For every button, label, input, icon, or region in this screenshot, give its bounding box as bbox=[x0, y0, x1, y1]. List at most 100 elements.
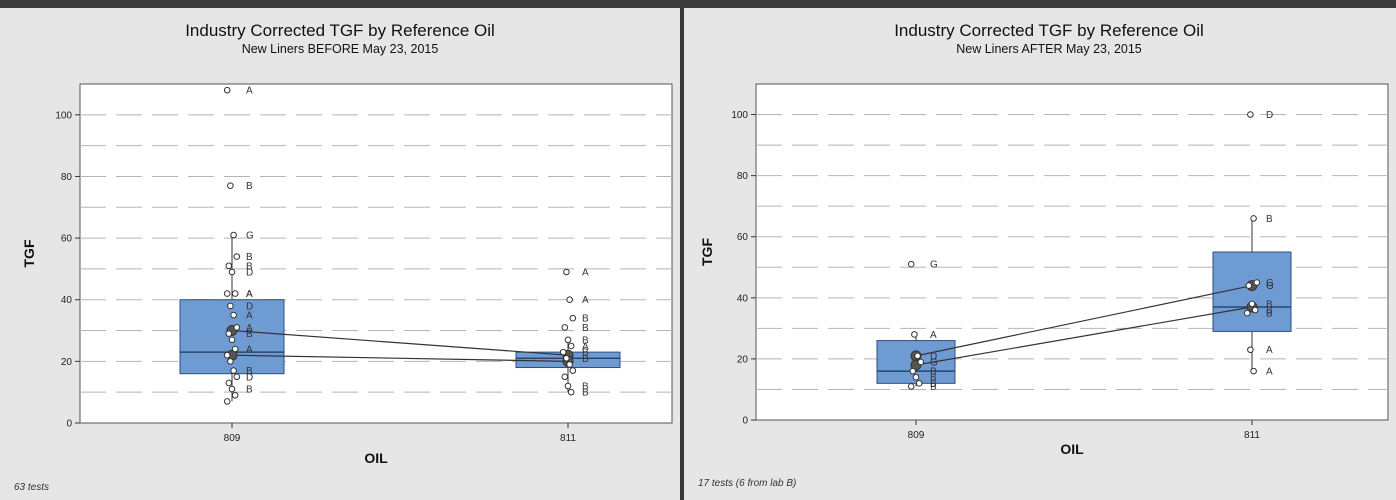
data-point bbox=[225, 379, 233, 387]
x-tick-label: 809 bbox=[908, 430, 925, 441]
y-axis-label: TGF bbox=[21, 239, 37, 267]
data-point bbox=[912, 373, 920, 381]
data-point bbox=[563, 354, 570, 362]
point-lab-label: D bbox=[1266, 110, 1273, 121]
data-point bbox=[1250, 215, 1257, 222]
x-tick-label: 811 bbox=[1244, 430, 1260, 441]
data-point bbox=[228, 268, 236, 276]
point-lab-label: B bbox=[1266, 299, 1273, 310]
data-point bbox=[223, 351, 231, 359]
data-point bbox=[569, 314, 577, 322]
point-lab-label: A bbox=[246, 345, 253, 356]
point-lab-label: G bbox=[930, 357, 938, 368]
y-tick-label: 100 bbox=[731, 110, 748, 121]
x-axis-label: OIL bbox=[364, 450, 388, 466]
y-tick-label: 20 bbox=[737, 354, 749, 365]
point-lab-label: B bbox=[246, 261, 253, 272]
point-lab-label: B bbox=[1266, 214, 1273, 225]
point-lab-label: B bbox=[582, 388, 589, 399]
y-tick-label: 20 bbox=[61, 357, 73, 368]
point-lab-label: B bbox=[930, 373, 937, 384]
data-point bbox=[561, 324, 569, 331]
point-lab-label: B bbox=[930, 382, 937, 393]
data-point bbox=[567, 342, 575, 350]
data-point bbox=[223, 86, 231, 94]
mean-connect-line bbox=[231, 329, 569, 356]
y-tick-label: 0 bbox=[66, 419, 72, 430]
point-lab-label: A bbox=[246, 323, 253, 334]
point-lab-label: G bbox=[930, 260, 938, 271]
data-point bbox=[1243, 309, 1251, 317]
y-tick-label: 60 bbox=[61, 234, 73, 245]
point-lab-label: A bbox=[246, 86, 253, 97]
point-lab-label: A bbox=[246, 289, 253, 300]
y-tick-label: 100 bbox=[55, 110, 72, 121]
data-point bbox=[564, 382, 572, 390]
point-lab-label: A bbox=[930, 330, 937, 341]
point-lab-label: A bbox=[246, 311, 253, 322]
data-point bbox=[559, 348, 567, 356]
data-point bbox=[566, 361, 573, 368]
data-point bbox=[225, 262, 233, 270]
x-tick-label: 809 bbox=[224, 433, 241, 444]
mean-connect-line bbox=[915, 306, 1253, 366]
data-point bbox=[1247, 346, 1254, 354]
data-point bbox=[567, 388, 575, 396]
test-count-note: 17 tests (6 from lab B) bbox=[698, 478, 796, 489]
data-point bbox=[231, 290, 239, 297]
point-lab-label: B bbox=[930, 367, 937, 378]
data-point bbox=[1248, 300, 1256, 308]
y-tick-label: 0 bbox=[742, 416, 748, 427]
point-lab-label: B bbox=[582, 314, 589, 325]
y-tick-label: 60 bbox=[737, 232, 749, 243]
point-lab-label: B bbox=[582, 348, 589, 359]
box-811 bbox=[1212, 251, 1292, 332]
data-point bbox=[228, 336, 236, 344]
chart-subtitle: New Liners AFTER May 23, 2015 bbox=[956, 42, 1142, 56]
chart-panel-before: Industry Corrected TGF by Reference Oil N… bbox=[0, 8, 680, 500]
y-axis-label: TGF bbox=[699, 238, 715, 266]
point-lab-label: A bbox=[582, 341, 589, 352]
point-lab-label: B bbox=[582, 323, 589, 334]
point-lab-label: D bbox=[246, 267, 253, 278]
test-count-note: 63 tests bbox=[14, 482, 49, 493]
data-point bbox=[911, 331, 918, 338]
point-lab-label: B bbox=[1266, 309, 1273, 320]
data-point bbox=[227, 358, 234, 365]
point-lab-label: B bbox=[246, 181, 253, 192]
data-point bbox=[907, 383, 915, 390]
point-lab-label: B bbox=[1266, 306, 1273, 317]
chart-title: Industry Corrected TGF by Reference Oil bbox=[185, 21, 495, 40]
point-lab-label: G bbox=[1266, 278, 1274, 289]
point-lab-label: A bbox=[1266, 367, 1273, 378]
point-lab-label: A bbox=[582, 295, 589, 306]
data-point bbox=[564, 336, 572, 344]
data-point bbox=[1253, 279, 1261, 286]
chart-panel-after: Industry Corrected TGF by Reference Oil N… bbox=[684, 8, 1396, 500]
y-tick-label: 80 bbox=[737, 171, 749, 182]
point-lab-label: B bbox=[246, 385, 253, 396]
data-point bbox=[227, 182, 234, 189]
point-lab-label: A bbox=[246, 289, 253, 300]
boxplot-chart-after: Industry Corrected TGF by Reference Oil N… bbox=[698, 21, 1389, 489]
point-lab-label: D bbox=[246, 372, 253, 383]
point-lab-label: A bbox=[1266, 345, 1273, 356]
data-point bbox=[231, 345, 239, 353]
data-point bbox=[1250, 367, 1257, 375]
point-lab-label: B bbox=[582, 354, 589, 365]
data-point bbox=[1245, 282, 1253, 289]
chart-title: Industry Corrected TGF by Reference Oil bbox=[894, 21, 1204, 40]
data-point bbox=[917, 358, 925, 366]
point-lab-label: B bbox=[930, 379, 937, 390]
point-lab-label: G bbox=[1266, 281, 1274, 292]
mean-connect-line bbox=[231, 354, 569, 362]
data-point bbox=[914, 352, 921, 360]
y-tick-label: 80 bbox=[61, 172, 73, 183]
data-point bbox=[233, 253, 241, 260]
data-point bbox=[231, 391, 239, 399]
point-lab-label: D bbox=[930, 351, 937, 362]
plot-area bbox=[755, 83, 1389, 421]
point-lab-label: B bbox=[246, 252, 253, 263]
point-lab-label: G bbox=[246, 231, 254, 242]
